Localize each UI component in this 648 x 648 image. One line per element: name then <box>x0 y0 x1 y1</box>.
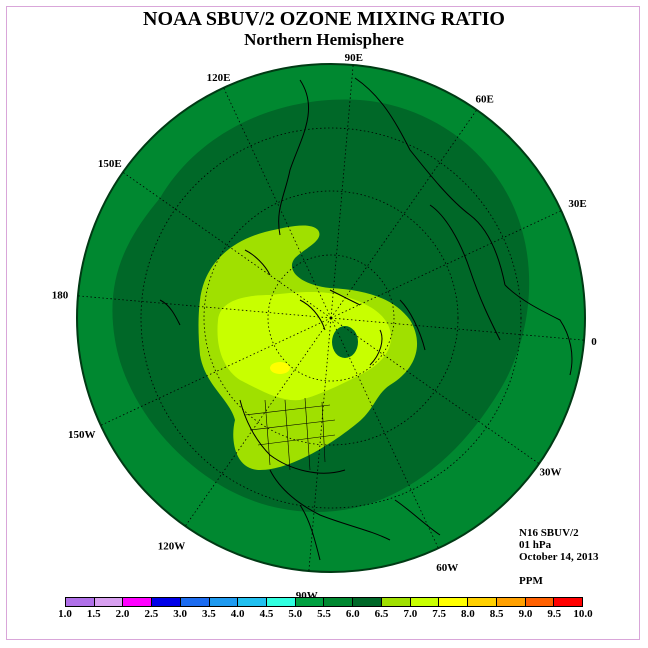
longitude-label: 180 <box>52 289 69 301</box>
longitude-label: 150E <box>98 158 122 170</box>
figure-frame <box>6 6 640 640</box>
colorbar-tick-label: 7.0 <box>403 608 418 620</box>
colorbar-tick-label: 2.0 <box>115 608 130 620</box>
colorbar-segment <box>123 598 153 606</box>
latitude-circles <box>140 127 522 509</box>
colorbar-segment <box>554 598 582 606</box>
longitude-label: 90E <box>345 52 363 64</box>
chart-title: NOAA SBUV/2 OZONE MIXING RATIO <box>143 8 505 30</box>
colorbar-tick-label: 1.0 <box>58 608 72 620</box>
colorbar-segment <box>238 598 268 606</box>
colorbar-tick-label: 3.0 <box>173 608 187 620</box>
colorbar-tick-label: 2.5 <box>144 608 159 620</box>
colorbar-segment <box>209 598 239 606</box>
colorbar-tick-label: 6.5 <box>374 608 389 620</box>
colorbar <box>65 597 583 607</box>
colorbar-segment <box>468 598 497 606</box>
colorbar-segment <box>410 598 440 606</box>
pressure-level-label: 01 hPa <box>519 539 552 551</box>
colorbar-segment <box>439 598 469 606</box>
units-label: PPM <box>519 575 543 587</box>
longitude-label: 120E <box>207 72 231 84</box>
date-label: October 14, 2013 <box>519 551 599 563</box>
chart-subtitle: Northern Hemisphere <box>244 30 404 49</box>
colorbar-tick-label: 7.5 <box>432 608 446 620</box>
coastlines <box>159 77 573 561</box>
colorbar-tick-label: 4.5 <box>259 608 274 620</box>
colorbar-segment <box>295 598 325 606</box>
longitude-label: 60W <box>436 562 458 574</box>
colorbar-segment <box>324 598 354 606</box>
colorbar-tick-label: 10.0 <box>573 608 593 620</box>
longitude-label: 60E <box>476 93 494 105</box>
colorbar-tick-label: 4.0 <box>230 608 245 620</box>
colorbar-segment <box>94 598 124 606</box>
colorbar-tick-label: 5.5 <box>317 608 331 620</box>
colorbar-tick-label: 6.0 <box>345 608 360 620</box>
colorbar-tick-label: 8.5 <box>489 608 504 620</box>
longitude-label: 120W <box>158 541 186 553</box>
colorbar-segment <box>496 598 526 606</box>
colorbar-segment <box>180 598 210 606</box>
colorbar-segment <box>66 598 95 606</box>
colorbar-segment <box>152 598 181 606</box>
colorbar-segment <box>381 598 411 606</box>
colorbar-tick-label: 8.0 <box>461 608 475 620</box>
colorbar-tick-label: 3.5 <box>202 608 216 620</box>
political-boundaries <box>244 397 336 471</box>
instrument-label: N16 SBUV/2 <box>519 527 579 539</box>
longitude-label: 0 <box>591 336 597 348</box>
colorbar-tick-label: 9.5 <box>547 608 562 620</box>
colorbar-tick-label: 1.5 <box>86 608 101 620</box>
longitude-label: 30W <box>540 467 562 479</box>
contour-7-0 <box>270 362 290 374</box>
colorbar-tick-label: 5.0 <box>288 608 303 620</box>
contour-6-5 <box>217 291 391 401</box>
colorbar-segment <box>525 598 555 606</box>
low-ozone-spot <box>332 326 358 358</box>
colorbar-segment <box>267 598 296 606</box>
colorbar-segment <box>353 598 382 606</box>
colorbar-tick-label: 9.0 <box>518 608 533 620</box>
longitude-label: 30E <box>568 198 586 210</box>
longitude-label: 150W <box>68 429 96 441</box>
